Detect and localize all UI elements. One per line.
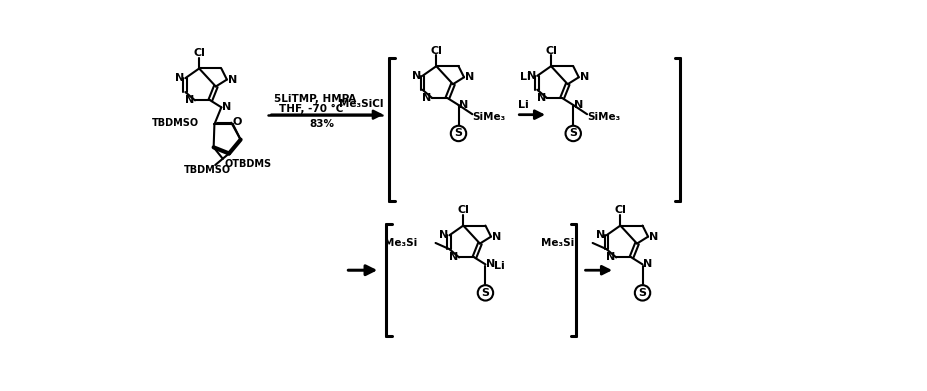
Text: N: N [222, 102, 231, 112]
Text: N: N [464, 72, 474, 82]
Text: N: N [486, 259, 495, 269]
Text: SiMe₃: SiMe₃ [472, 112, 505, 122]
Text: N: N [175, 73, 184, 83]
Text: N: N [438, 230, 448, 240]
Text: N: N [449, 253, 458, 262]
Text: Cl: Cl [544, 46, 556, 56]
Text: N: N [184, 95, 194, 105]
Text: N: N [459, 100, 468, 110]
Text: O: O [232, 117, 241, 127]
Text: S: S [568, 129, 577, 138]
Text: N: N [648, 231, 657, 242]
Text: N: N [574, 100, 583, 110]
Text: S: S [638, 288, 646, 298]
Text: N: N [491, 231, 501, 242]
Text: N: N [527, 71, 536, 81]
Text: THF, -70 °C: THF, -70 °C [278, 104, 343, 113]
Text: Cl: Cl [193, 48, 205, 58]
Text: N: N [412, 71, 421, 81]
Text: Li: Li [519, 72, 529, 83]
Text: N: N [537, 93, 546, 103]
Text: TBDMSO: TBDMSO [152, 118, 198, 128]
Text: Me₃Si: Me₃Si [540, 238, 574, 248]
Text: OTBDMS: OTBDMS [224, 159, 272, 169]
Text: S: S [481, 288, 489, 298]
Text: N: N [579, 72, 588, 82]
Text: N: N [642, 259, 652, 269]
Text: Cl: Cl [457, 205, 469, 215]
Text: S: S [454, 129, 462, 138]
Text: Cl: Cl [430, 46, 442, 56]
Text: 5LiTMP, HMPA: 5LiTMP, HMPA [273, 94, 355, 104]
Text: N: N [422, 93, 431, 103]
Text: Li: Li [517, 100, 528, 110]
Text: N: N [605, 253, 615, 262]
Text: N: N [227, 75, 236, 84]
Text: Me₃Si: Me₃Si [384, 238, 416, 248]
Text: SiMe₃: SiMe₃ [587, 112, 620, 122]
Text: TBDMSO: TBDMSO [184, 165, 231, 176]
Text: Cl: Cl [614, 205, 626, 215]
Text: Li: Li [493, 261, 504, 271]
Text: Me₃SiCl: Me₃SiCl [338, 99, 383, 109]
Text: 83%: 83% [310, 119, 335, 129]
Text: N: N [596, 230, 605, 240]
